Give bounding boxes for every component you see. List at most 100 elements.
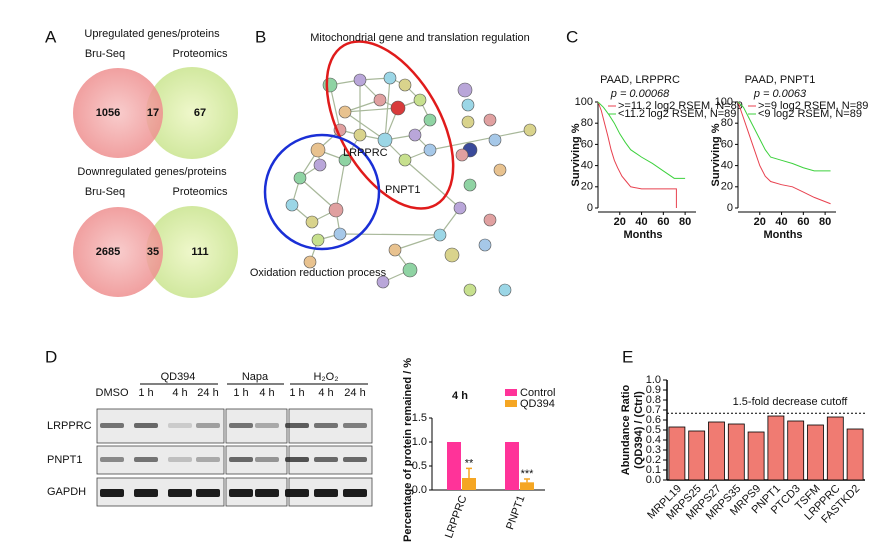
survival-curve [737,101,831,205]
bar [747,431,765,481]
legend-label: <11.2 log2 RSEM, N=89 [618,108,736,120]
blot-band [314,457,338,462]
network-node [353,128,367,142]
survival-curve [737,101,831,172]
blot-band [255,489,279,497]
blot-lane: 4 h [318,387,333,399]
blot-lane: 24 h [344,387,365,399]
network-node [463,178,477,192]
y-tick-label: 40 [721,160,733,172]
y-tick-label: 80 [721,117,733,129]
panel-label: A [45,27,57,46]
network-edge [299,177,337,211]
y-tick-label: 40 [581,160,593,172]
network-edge [335,159,346,211]
survival-curve [597,101,686,179]
y-tick-label: 1.0 [646,374,661,386]
bar [505,442,519,490]
blot-band [285,489,309,497]
venn-circle [146,206,238,298]
blot-band [285,423,309,428]
legend-label: >=9 log2 RSEM, N=89 [758,100,868,112]
x-tick-label: 80 [679,216,691,228]
blot-band [168,423,192,428]
blot-group: Napa [242,371,269,383]
legend-swatch [505,389,517,396]
network-node [455,148,469,162]
blot-row-label: GAPDH [47,486,86,498]
network-node [423,143,437,157]
blot-band [285,457,309,462]
venn-label: Proteomics [172,186,228,198]
blot-band [255,457,279,462]
plot-title: PAAD, PNPT1 [745,74,816,86]
blot-band [134,423,158,428]
y-tick-label: 0.4 [646,434,661,446]
venn-label: Bru-Seq [85,186,125,198]
y-tick-label: 0.1 [646,464,661,476]
network-node [463,283,477,297]
plot-title: PAAD, LRPPRC [600,74,680,86]
bar [462,478,476,490]
bar [447,442,461,490]
y-tick-label: 0.0 [412,484,427,496]
network-node [303,255,317,269]
blot-band [343,489,367,497]
y-tick-label: 0 [727,202,733,214]
network-edge [329,84,341,131]
network-node [338,153,352,167]
blot-band [196,423,220,428]
highlighted-gene: LRPPRC [343,147,388,159]
venn-count: 1056 [96,107,120,119]
network-node [338,105,352,119]
venn-count: 2685 [96,246,120,258]
network-node [493,163,507,177]
plot-subtitle: p = 0.00068 [610,88,670,100]
blot-band [100,489,124,497]
blot-lane: 1 h [233,387,248,399]
y-tick-label: 0.8 [646,394,661,406]
network-node [388,243,402,257]
bar [787,420,805,481]
blot-band [134,489,158,497]
y-tick-label: 0.2 [646,454,661,466]
x-tick-label: 80 [819,216,831,228]
blot-lane: 4 h [259,387,274,399]
bar [688,430,706,481]
panel-label: E [622,347,633,366]
y-tick-label: 0.7 [646,404,661,416]
y-tick-label: 1.0 [412,436,427,448]
venn-count: 17 [147,107,159,119]
network-edge [394,234,441,251]
y-axis-label: Surviving % [710,123,722,186]
network-node [305,215,319,229]
y-tick-label: 60 [721,138,733,150]
y-axis-label: (QD394) / (Ctrl) [633,391,645,469]
y-tick-label: 0.5 [646,424,661,436]
network-node [523,123,537,137]
blot-band [168,489,192,497]
blot-band [343,423,367,428]
network-node [373,93,387,107]
panel-label: C [566,27,578,46]
mito-cluster-outline [325,40,455,210]
x-axis-label: Months [623,229,662,241]
legend-label: <9 log2 RSEM, N=89 [758,108,862,120]
network-node [461,98,475,112]
legend-label: Control [520,387,555,399]
blot-band [229,423,253,428]
network-node [285,198,299,212]
network-node [293,171,307,185]
y-axis-label: Abundance Ratio [620,384,632,475]
blot-lane: 1 h [138,387,153,399]
venn-count: 111 [191,246,208,258]
network-node [453,201,467,215]
y-tick-label: 0 [587,202,593,214]
legend-label: QD394 [520,398,555,410]
blot-row-label: LRPPRC [47,420,92,432]
y-tick-label: 0.5 [412,460,427,472]
network-edge [339,233,441,236]
network-node [310,142,326,158]
y-tick-label: 0.3 [646,444,661,456]
network-node [328,202,344,218]
